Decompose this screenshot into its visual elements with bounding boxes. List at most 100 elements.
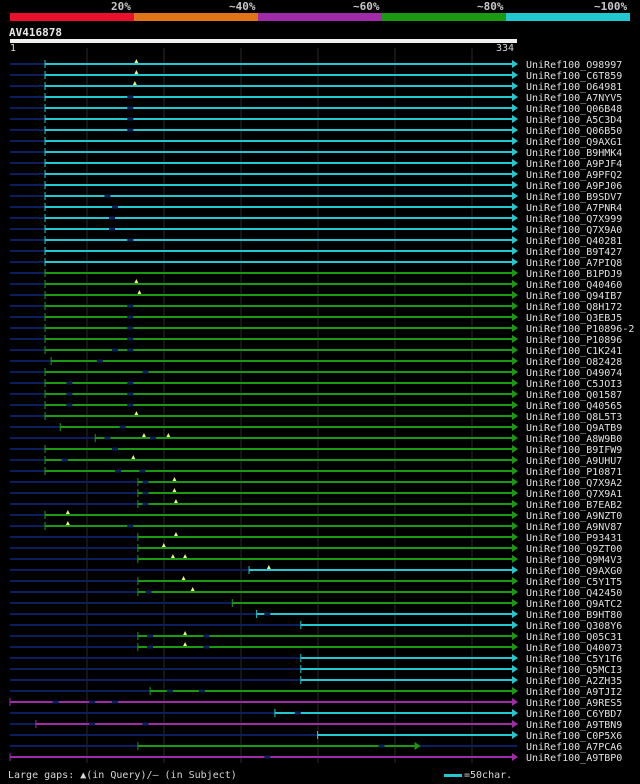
hit-arrowhead xyxy=(512,566,518,574)
query-end: 334 xyxy=(496,43,515,54)
hit-label: UniRef100_P93431 xyxy=(526,533,622,544)
hit-label: UniRef100_Q8L5T3 xyxy=(526,412,622,423)
hit-arrowhead xyxy=(512,511,518,519)
hit-arrowhead xyxy=(512,280,518,288)
query-gap-marker xyxy=(137,290,142,294)
hit-label: UniRef100_A9UHU7 xyxy=(526,456,622,467)
query-gap-marker xyxy=(190,587,195,591)
legend-label-60: ~60% xyxy=(353,0,380,13)
hit-arrowhead xyxy=(512,577,518,585)
legend-label-100: ~100% xyxy=(594,0,628,13)
hit-arrowhead xyxy=(512,654,518,662)
hit-label: UniRef100_Q40565 xyxy=(526,401,622,412)
hit-label: UniRef100_Q9M4V3 xyxy=(526,555,622,566)
hit-arrowhead xyxy=(512,621,518,629)
hit-label: UniRef100_A9PJF4 xyxy=(526,159,622,170)
query-gap-marker xyxy=(65,510,70,514)
hit-arrowhead xyxy=(512,357,518,365)
hit-label: UniRef100_C6YBD7 xyxy=(526,709,622,720)
hit-label: UniRef100_Q5MCI3 xyxy=(526,665,622,676)
identity-legend-bar xyxy=(10,13,630,21)
hit-arrowhead xyxy=(512,412,518,420)
query-gap-marker xyxy=(134,70,139,74)
query-gap-marker xyxy=(183,642,188,646)
hit-arrowhead xyxy=(512,676,518,684)
hit-arrowhead xyxy=(512,181,518,189)
legend-segment-40 xyxy=(134,13,258,21)
hit-arrowhead xyxy=(512,390,518,398)
hit-label: UniRef100_Q42450 xyxy=(526,588,622,599)
hit-arrowhead xyxy=(512,137,518,145)
hit-label: UniRef100_Q9AXG1 xyxy=(526,137,622,148)
query-gap-marker xyxy=(134,59,139,63)
hit-arrowhead xyxy=(512,610,518,618)
query-name: AV416878 xyxy=(9,26,62,39)
hit-label: UniRef100_O49074 xyxy=(526,368,622,379)
hit-arrowhead xyxy=(512,302,518,310)
hit-label: UniRef100_A7PIQ8 xyxy=(526,258,622,269)
hit-arrowhead xyxy=(512,445,518,453)
hit-arrowhead xyxy=(512,335,518,343)
hit-label: UniRef100_O82428 xyxy=(526,357,622,368)
hit-arrowhead xyxy=(512,269,518,277)
hit-label: UniRef100_Q94IB7 xyxy=(526,291,622,302)
hit-label: UniRef100_A7NYV5 xyxy=(526,93,622,104)
legend-label-20: 20% xyxy=(111,0,131,13)
hit-label: UniRef100_B1PDJ9 xyxy=(526,269,622,280)
hit-label: UniRef100_A2ZH35 xyxy=(526,676,622,687)
hit-label: UniRef100_O98997 xyxy=(526,60,622,71)
hit-arrowhead xyxy=(414,742,421,750)
hit-arrowhead xyxy=(512,115,518,123)
query-gap-marker xyxy=(134,411,139,415)
query-start: 1 xyxy=(10,43,17,54)
hit-arrowhead xyxy=(512,159,518,167)
hit-arrowhead xyxy=(512,500,518,508)
query-gap-marker xyxy=(266,565,271,569)
hit-arrowhead xyxy=(512,423,518,431)
legend-segment-80 xyxy=(382,13,506,21)
hit-arrowhead xyxy=(512,698,518,706)
hit-arrowhead xyxy=(512,467,518,475)
legend-label-80: ~80% xyxy=(477,0,504,13)
hit-label: UniRef100_Q9ATB9 xyxy=(526,423,622,434)
hit-arrowhead xyxy=(512,170,518,178)
hit-label: UniRef100_Q9AXG0 xyxy=(526,566,622,577)
hit-label: UniRef100_A9PJ06 xyxy=(526,181,622,192)
hit-arrowhead xyxy=(512,82,518,90)
hit-arrowhead xyxy=(512,643,518,651)
legend-segment-60 xyxy=(258,13,382,21)
hit-label: UniRef100_B9HMK4 xyxy=(526,148,622,159)
hit-arrowhead xyxy=(512,555,518,563)
hit-label: UniRef100_Q06B48 xyxy=(526,104,622,115)
hit-label: UniRef100_P10896 xyxy=(526,335,622,346)
hit-label: UniRef100_Q40073 xyxy=(526,643,622,654)
legend-segment-100 xyxy=(506,13,630,21)
query-gap-marker xyxy=(170,554,175,558)
hit-label: UniRef100_A9NZT0 xyxy=(526,511,622,522)
hit-label: UniRef100_A9PFQ2 xyxy=(526,170,622,181)
hit-arrowhead xyxy=(512,291,518,299)
hit-label: UniRef100_Q40281 xyxy=(526,236,622,247)
query-gap-marker xyxy=(131,455,136,459)
hit-label: UniRef100_P10896-2 xyxy=(526,324,634,335)
hit-label: UniRef100_P10871 xyxy=(526,467,622,478)
hit-label: UniRef100_B9T427 xyxy=(526,247,622,258)
hit-arrowhead xyxy=(512,522,518,530)
hit-label: UniRef100_Q7X999 xyxy=(526,214,622,225)
hit-arrowhead xyxy=(512,456,518,464)
hit-arrowhead xyxy=(512,258,518,266)
hit-label: UniRef100_A9TJI2 xyxy=(526,687,622,698)
hit-arrowhead xyxy=(512,379,518,387)
hit-label: UniRef100_C5Y1T5 xyxy=(526,577,622,588)
hit-label: UniRef100_C5Y1T6 xyxy=(526,654,622,665)
query-gap-marker xyxy=(134,279,139,283)
hit-label: UniRef100_Q7X9A2 xyxy=(526,478,622,489)
hit-arrowhead xyxy=(512,346,518,354)
hit-arrowhead xyxy=(512,203,518,211)
scale-bar xyxy=(444,774,462,777)
hit-label: UniRef100_A9RES5 xyxy=(526,698,622,709)
hit-label: UniRef100_Q40460 xyxy=(526,280,622,291)
hit-arrowhead xyxy=(512,731,518,739)
hit-arrowhead xyxy=(512,324,518,332)
